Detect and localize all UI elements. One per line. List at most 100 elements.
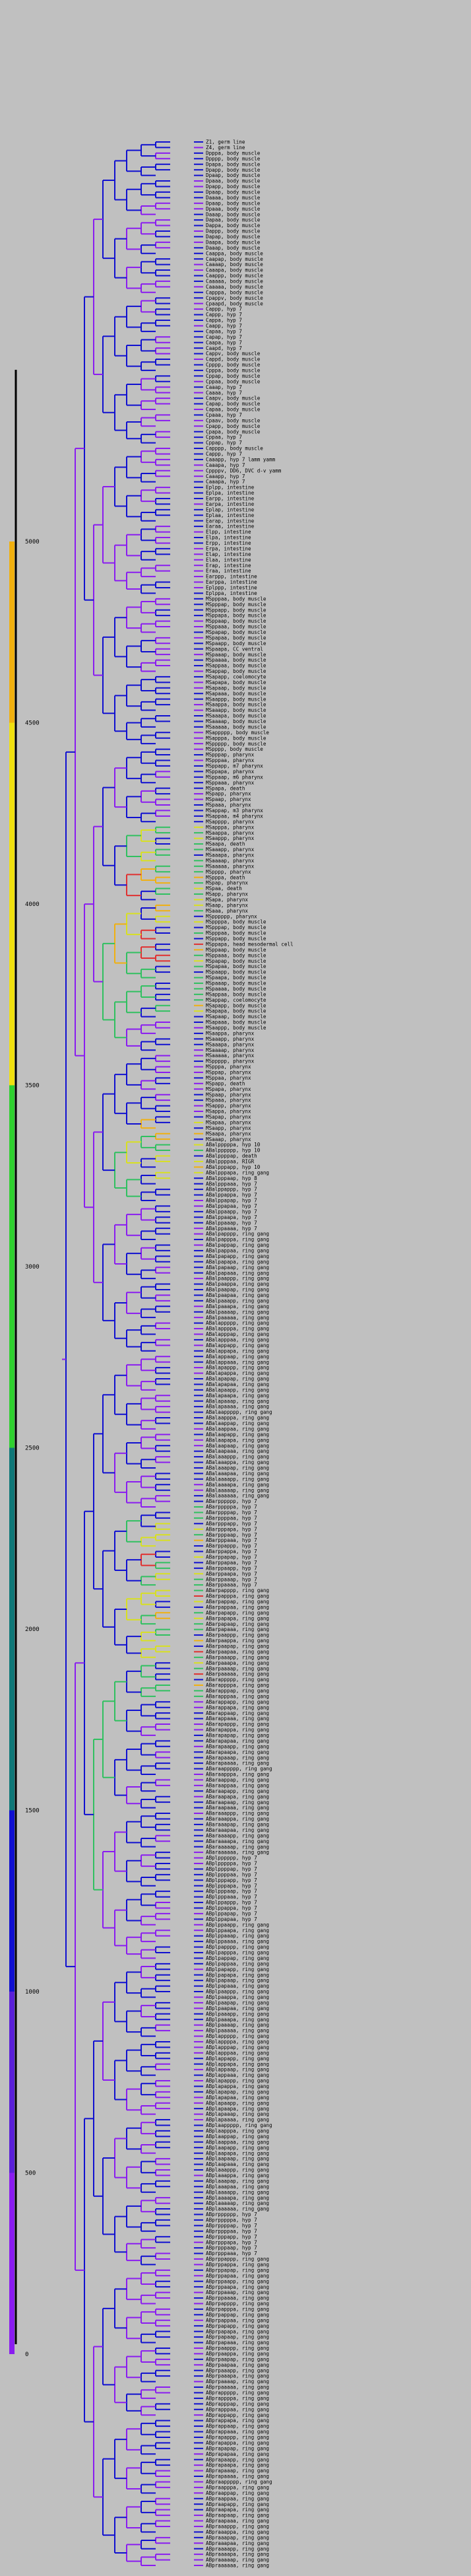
leaf-label: MSpaapp, body muscle [206,641,267,646]
leaf-label: ABaraaaapp, ring gang [206,1832,269,1838]
leaf-label: ABarappapa, ring gang [206,1704,269,1710]
leaf-label: ABprpappaa, ring gang [206,2317,269,2323]
leaf-label: ABalppaaap, hyp 7 [206,1220,257,1226]
leaf-label: MSapaa, pharynx [206,1119,251,1125]
leaf-label: ABprpapppp, ring gang [206,2301,269,2307]
leaf-label: ABplapappp, ring gang [206,2078,269,2084]
leaf-label: ABplaappaa, ring gang [206,2139,269,2145]
leaf-label: MSapppa, body muscle [206,735,267,741]
leaf-label: ABalaappppp, ring gang [206,1409,272,1415]
leaf-label: MSapap, pharynx [206,1114,251,1120]
leaf-label: ABalppaapa, hyp 7 [206,1214,257,1220]
leaf-label: MSaaapa, pharynx [206,853,255,858]
leaf-label: ABplapappa, ring gang [206,2083,269,2089]
leaf-label: ABarpappaa, ring gang [206,1604,269,1610]
leaf-label: Cppaa, body muscle [206,378,261,384]
leaf-label: ABplpppppp, hyp 7 [206,1855,257,1861]
leaf-label: ABalaaapaa, ring gang [206,1471,269,1477]
leaf-label: Cppaa, hyp 7 [206,435,242,440]
leaf-label: ABprpppppa, hyp 7 [206,2217,257,2223]
leaf-label: ABalapppaa, ring gang [206,1337,269,1343]
leaf-label: ABarpapaaa, ring gang [206,1626,269,1632]
leaf-label: ABarpapppa, ring gang [206,1593,269,1599]
leaf-label: MSppapp, body muscle [206,607,267,613]
leaf-label: MSppap, pharynx [206,1070,251,1076]
leaf-label: ABprapappa, ring gang [206,2440,269,2446]
leaf-label: ABarappppp, ring gang [206,1677,269,1683]
leaf-label: Caapap, body muscle [206,256,263,262]
leaf-label: ABalaapaap, ring gang [206,1443,269,1449]
leaf-label: ABpraaappp, ring gang [206,2524,269,2530]
leaf-label: MSpaaap, body muscle [206,652,267,658]
leaf-label: ABprpaappp, ring gang [206,2346,269,2351]
leaf-label: ABplpppaaa, hyp 7 [206,1894,257,1900]
leaf-label: ABarapaaap, ring gang [206,1755,269,1760]
leaf-label: ABarppppap, hyp 7 [206,1510,257,1515]
leaf-label: ABprppaaaa, ring gang [206,2295,269,2301]
leaf-label: ABalappaap, ring gang [206,1354,269,1360]
leaf-label: MSappap, coelomocyte [206,997,267,1003]
leaf-label: MSpppp, pharynx [206,869,251,875]
legend-tick-label: 500 [25,2171,36,2177]
leaf-label: ABalpppaap, hyp 8 [206,1175,257,1181]
legend-segment [9,1085,15,1267]
leaf-label: Caapa, hyp 7 [206,339,242,345]
leaf-label: MSppaap, body muscle [206,947,267,953]
leaf-label: MSaaaaa, pharynx [206,863,255,869]
leaf-label: ABarpaaapa, ring gang [206,1660,269,1666]
leaf-label: Dappp, body muscle [206,228,261,234]
leaf-label: ABarpapapp, ring gang [206,1610,269,1616]
leaf-label: ABpraaaapa, ring gang [206,2552,269,2558]
leaf-label: Caaapa, body muscle [206,267,263,273]
leaf-label: ABarpppapa, hyp 7 [206,1526,257,1532]
leaf-label: Caaaa, hyp 7 [206,390,242,396]
leaf-label: ABalappapp, ring gang [206,1342,269,1348]
leaf-label: ABprppaaap, ring gang [206,2289,269,2295]
leaf-label: Capppp, body muscle [206,446,263,452]
leaf-label: MSaaaaa, body muscle [206,724,267,730]
leaf-label: ABplapppaa, ring gang [206,2050,269,2056]
leaf-label: ABplppaapa, ring gang [206,1928,269,1933]
leaf-label: ABpraapaaa, ring gang [206,2518,269,2524]
leaf-label: ABplpappap, ring gang [206,1955,269,1961]
legend-segment [9,722,15,904]
legend-tick-label: 3000 [25,1264,40,1271]
legend-tick-label: 4500 [25,720,40,727]
leaf-label: ABpraappaa, ring gang [206,2495,269,2501]
leaf-label: ABprpppapa, hyp 7 [206,2239,257,2245]
leaf-label: Dapap, body muscle [206,234,261,240]
leaf-label: MSppppa, body muscle [206,919,267,925]
leaf-label: ABarapapaa, ring gang [206,1738,269,1744]
leaf-label: Cpapp, body muscle [206,423,261,429]
leaf-label: MSaaaap, pharynx [206,858,255,864]
leaf-label: ABalpappaa, ring gang [206,1248,269,1254]
leaf-label: ABalapaapp, ring gang [206,1387,269,1393]
leaf-label: MSpaap, pharynx [206,1092,251,1097]
leaf-label: ABplaaapap, ring gang [206,2178,269,2184]
leaf-label: ABprpappap, ring gang [206,2312,269,2318]
leaf-label: ABarpaapaa, ring gang [206,1649,269,1655]
leaf-label: Daaap, body muscle [206,211,261,217]
leaf-label: ABarppaapp, hyp 7 [206,1565,257,1571]
leaf-label: ABarpaaaap, ring gang [206,1665,269,1671]
leaf-label: ABarappaap, ring gang [206,1710,269,1716]
leaf-label: ABalppppaa, RIGR [206,1159,255,1165]
leaf-label: MSaapa, pharynx [206,1131,251,1136]
leaf-label: ABaraaapap, ring gang [206,1822,269,1828]
leaf-label: Cpppp, body muscle [206,362,261,368]
leaf-label: Caapd, hyp 7 [206,345,242,351]
leaf-label: ABprpapppa, ring gang [206,2307,269,2313]
leaf-label: MSpppaa, body muscle [206,930,267,936]
leaf-label: ABplppappa, hyp 7 [206,1905,257,1911]
leaf-label: ABprppappa, ring gang [206,2262,269,2268]
leaf-label: ABaraappap, ring gang [206,1777,269,1783]
leaf-label: Capap, body muscle [206,401,261,407]
color-legend-bar [9,541,15,2354]
leaf-label: MSppppp, pharynx [206,1059,255,1064]
leaf-label: MSpapap, body muscle [206,958,267,964]
leaf-label: MSpppaa, body muscle [206,596,267,602]
leaf-label: MSpppaa, pharynx [206,757,255,763]
leaf-label: MSappaa, m4 pharynx [206,813,263,819]
leaf-label: MSpaap, pharynx [206,796,251,802]
